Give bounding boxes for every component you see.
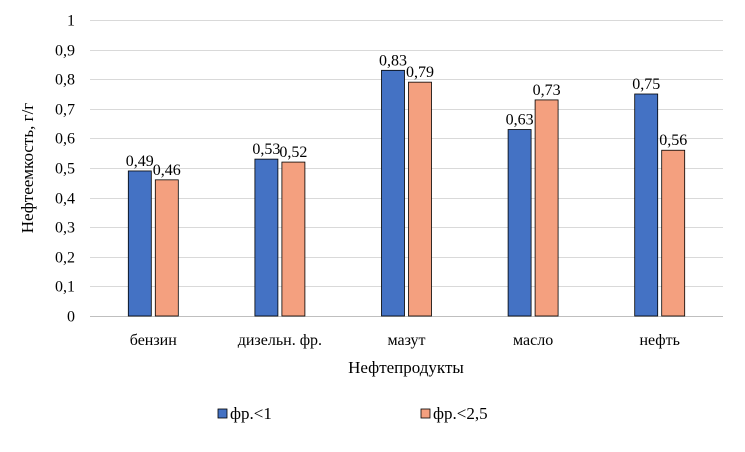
data-label: 0,75 — [632, 76, 660, 93]
bars: 0,490,46 0,53 0,52 0,830,79 0,63 0,73 0,75 0,56 — [126, 52, 687, 317]
y-tick-label: 0,1 — [55, 279, 75, 296]
x-tick-label: масло — [513, 332, 553, 349]
legend-label-series-1: фр.<1 — [230, 404, 272, 423]
legend-label-series-2: фр.<2,5 — [433, 404, 488, 423]
data-label: 0,79 — [406, 64, 434, 81]
x-tick-label: дизельн. фр. — [238, 332, 322, 349]
y-tick-label: 0,2 — [55, 250, 75, 267]
x-axis-label: Нефтепродукты — [348, 358, 464, 377]
bar-1 — [127, 170, 152, 317]
data-label: 0,53 — [252, 141, 280, 158]
data-label: 0,52 — [279, 144, 307, 161]
legend-swatch-series-2 — [420, 408, 431, 419]
y-tick-labels: 0 0,1 0,2 0,3 0,4 0,5 0,6 0,7 0,8 0,9 1 — [55, 13, 75, 326]
legend: фр.<1 фр.<2,5 — [217, 404, 488, 423]
y-tick-label: 0,9 — [55, 43, 75, 60]
data-label: 0,46 — [153, 162, 181, 179]
y-tick-label: 0,8 — [55, 72, 75, 89]
y-tick-label: 0,5 — [55, 161, 75, 178]
bar-1 — [507, 129, 532, 317]
bar-1 — [254, 158, 279, 317]
bar-2 — [661, 149, 686, 317]
gridlines — [90, 20, 723, 317]
data-label: 0,83 — [379, 52, 407, 69]
bar-2 — [154, 179, 179, 317]
bar-2 — [408, 81, 432, 317]
bar-2 — [281, 161, 306, 317]
bar-1 — [634, 93, 659, 317]
data-label: 0,63 — [506, 112, 534, 129]
y-tick-label: 1 — [67, 13, 75, 30]
y-tick-label: 0,4 — [55, 191, 75, 208]
y-tick-label: 0 — [67, 309, 75, 326]
y-tick-label: 0,7 — [55, 102, 75, 119]
bar-1 — [381, 69, 405, 317]
x-tick-label: мазут — [387, 332, 425, 349]
legend-swatch-series-1 — [217, 408, 228, 419]
y-axis-label: Нефтеемкость, г/г — [18, 103, 37, 234]
y-tick-label: 0,6 — [55, 131, 75, 148]
x-tick-label: бензин — [130, 332, 177, 349]
x-tick-labels: бензин дизельн. фр. мазут масло нефть — [130, 332, 680, 349]
bar-2 — [534, 99, 559, 317]
data-label: 0,56 — [659, 132, 687, 149]
y-tick-label: 0,3 — [55, 220, 75, 237]
data-label: 0,73 — [533, 82, 561, 99]
data-label: 0,49 — [126, 153, 154, 170]
x-tick-label: нефть — [639, 332, 680, 349]
